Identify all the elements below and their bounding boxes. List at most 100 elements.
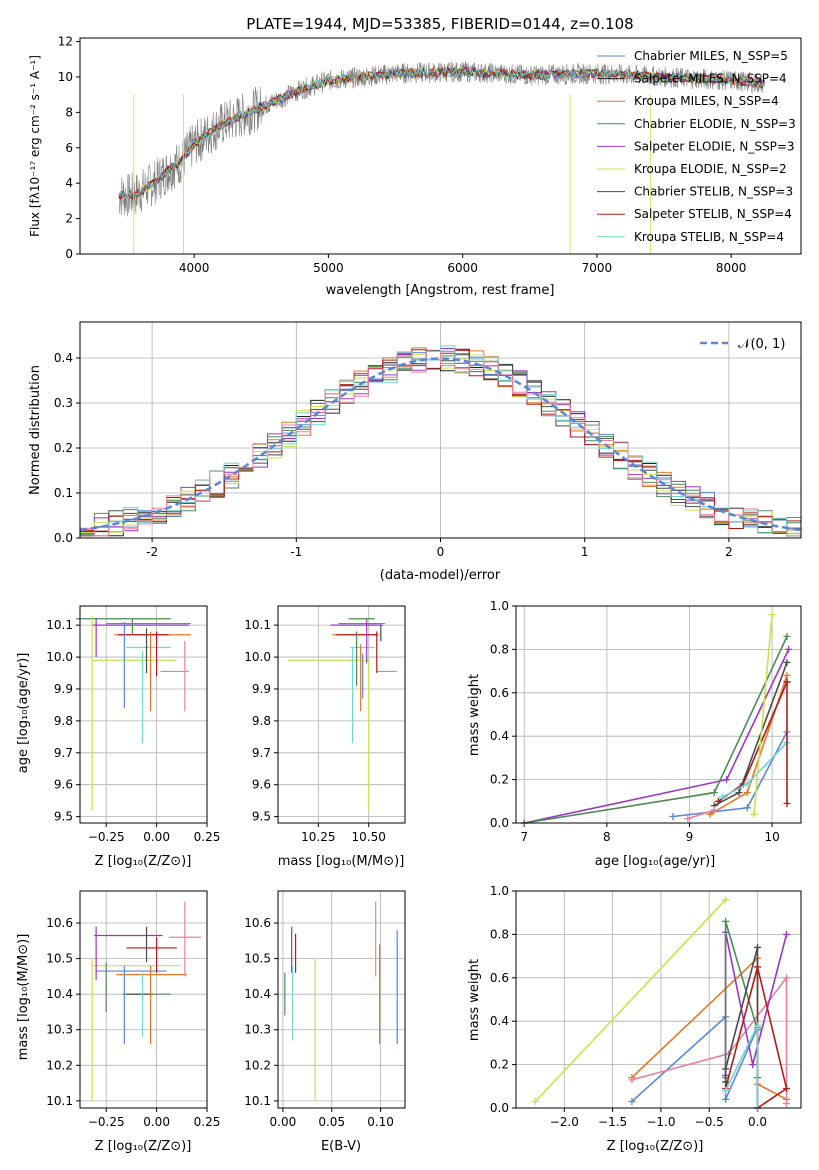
spectrum-legend-label: Kroupa STELIB, N_SSP=4: [634, 230, 784, 244]
wAge-point-marker: [710, 806, 718, 814]
wZ-x-tick-label: −2.0: [550, 1115, 579, 1129]
wAge-y-tick-label: 0.8: [490, 642, 509, 656]
spectrum-plot-area: 4000 5000 6000 7000 8000 0 2 4 6 8 10 12 Chabrier MI…: [58, 35, 796, 275]
weight-vs-age-panel: 7 8 9 10 0.0 0.2 0.4 0.6 0.8 1.0: [490, 599, 802, 844]
spectrum-x-tick-label: 8000: [716, 261, 747, 275]
ageM-axes-frame: [277, 605, 406, 824]
ageM-y-tick-label: 9.6: [252, 778, 271, 792]
spectrum-legend-label: Salpeter MILES, N_SSP=4: [634, 72, 787, 86]
ageZ-y-tick-label: 9.5: [54, 810, 73, 824]
wAge-point-marker: [783, 799, 791, 807]
residuals-y-tick-label: 0.4: [54, 351, 73, 365]
wAge-point-marker: [743, 780, 751, 788]
wZ-x-tick-label: −1.5: [598, 1115, 627, 1129]
ageM-y-tick-label: 9.9: [252, 682, 271, 696]
wZ-y-tick-label: 0.2: [490, 1058, 509, 1072]
wZ-point-marker: [628, 1097, 636, 1105]
wAge-x-tick-label: 9: [686, 830, 694, 844]
wAge-axes-frame: [515, 605, 802, 824]
age-vs-metallicity-panel: −0.25 0.00 0.25 9.5 9.6 9.7 9.8 9.9 10.0 10.1: [46, 605, 220, 844]
wZ-point-marker: [783, 1100, 791, 1108]
wAge-x-tick-label: 8: [603, 830, 611, 844]
residuals-y-tick-label: 0.0: [54, 531, 73, 545]
wZ-point-marker: [754, 1022, 762, 1030]
spectrum-legend-label: Chabrier MILES, N_SSP=5: [634, 49, 788, 63]
wAge-y-tick-label: 0.4: [490, 729, 509, 743]
wZ-xlabel: Z [log₁₀(Z/Z⊙)]: [607, 1139, 704, 1154]
wZ-point-marker: [722, 1065, 730, 1073]
spectrum-y-tick-label: 2: [65, 212, 73, 226]
wAge-y-tick-label: 0.0: [490, 816, 509, 830]
ageZ-y-tick-label: 9.9: [54, 682, 73, 696]
ageM-y-tick-label: 9.7: [252, 746, 271, 760]
massZ-x-tick-label: −0.25: [88, 1115, 125, 1129]
spectrum-legend-label: Kroupa MILES, N_SSP=4: [634, 94, 779, 108]
wZ-point-marker: [722, 896, 730, 904]
ageZ-y-tick-label: 9.7: [54, 746, 73, 760]
ageZ-ylabel: age [log₁₀(age/yr)]: [16, 653, 31, 774]
residual-histogram: [80, 350, 801, 537]
wZ-y-tick-label: 1.0: [490, 884, 509, 898]
ageM-y-tick-label: 9.5: [252, 810, 271, 824]
massZ-y-tick-label: 10.3: [46, 1023, 73, 1037]
massZ-x-tick-label: 0.25: [194, 1115, 221, 1129]
wZ-point-marker: [722, 1095, 730, 1103]
residuals-plot-area: -2 -1 0 1 2 0.0 0.1 0.2 0.3 0.4: [54, 322, 802, 559]
massE-y-tick-label: 10.2: [244, 1058, 271, 1072]
residuals-x-tick-label: 0: [437, 545, 445, 559]
massE-xlabel: E(B-V): [321, 1139, 361, 1154]
spectrum-x-tick-label: 7000: [582, 261, 613, 275]
ageZ-y-tick-label: 10.0: [46, 650, 73, 664]
wZ-point-marker: [628, 1076, 636, 1084]
spectrum-legend-label: Chabrier ELODIE, N_SSP=3: [634, 117, 796, 131]
wZ-point-marker: [722, 917, 730, 925]
residuals-y-tick-label: 0.2: [54, 441, 73, 455]
wAge-point-marker: [723, 776, 731, 784]
wAge-point-marker: [669, 812, 677, 820]
massE-y-tick-label: 10.3: [244, 1023, 271, 1037]
wAge-point-marker: [743, 789, 751, 797]
spectrum-x-tick-label: 4000: [179, 261, 210, 275]
residuals-ylabel: Normed distribution: [28, 365, 43, 495]
massZ-axes-frame: [79, 890, 208, 1109]
massZ-y-tick-label: 10.4: [46, 987, 73, 1001]
wZ-x-tick-label: 0.0: [748, 1115, 767, 1129]
ageM-y-tick-label: 10.0: [244, 650, 271, 664]
wZ-x-tick-label: −1.0: [646, 1115, 675, 1129]
spectrum-model-line: [118, 66, 765, 201]
ageZ-y-tick-label: 9.6: [54, 778, 73, 792]
wZ-series-line: [534, 899, 727, 1103]
wAge-ylabel: mass weight: [467, 674, 482, 756]
massZ-xlabel: Z [log₁₀(Z/Z⊙)]: [95, 1139, 192, 1154]
spectrum-y-tick-label: 6: [65, 141, 73, 155]
wAge-y-tick-label: 0.2: [490, 773, 509, 787]
spectrum-legend-label: Salpeter ELODIE, N_SSP=3: [634, 139, 795, 153]
wZ-y-tick-label: 0.6: [490, 971, 509, 985]
massE-x-tick-label: 0.00: [270, 1115, 297, 1129]
residuals-panel: -2 -1 0 1 2 0.0 0.1 0.2 0.3 0.4 (data-model)/erro…: [28, 321, 802, 583]
spectrum-y-tick-label: 4: [65, 176, 73, 190]
gaussian-legend-label: 𝒩(0, 1): [738, 337, 785, 352]
spectrum-legend-label: Chabrier STELIB, N_SSP=3: [634, 185, 793, 199]
wAge-xlabel: age [log₁₀(age/yr)]: [595, 854, 716, 869]
ageZ-axes-frame: [79, 605, 208, 824]
mass-vs-ebv-panel: 0.00 0.05 0.10 10.1 10.2 10.3 10.4 10.5 10.6: [244, 890, 406, 1129]
wZ-point-marker: [722, 1087, 730, 1095]
massZ-y-tick-label: 10.5: [46, 952, 73, 966]
wZ-ylabel: mass weight: [467, 959, 482, 1041]
massE-y-tick-label: 10.5: [244, 952, 271, 966]
wAge-point-marker: [783, 658, 791, 666]
ageZ-x-tick-label: 0.00: [143, 830, 170, 844]
ageZ-xlabel: Z [log₁₀(Z/Z⊙)]: [95, 854, 192, 869]
ageM-y-tick-label: 10.1: [244, 618, 271, 632]
wAge-point-marker: [783, 671, 791, 679]
spectrum-x-tick-label: 6000: [447, 261, 478, 275]
wAge-point-marker: [783, 678, 791, 686]
spectrum-panel: PLATE=1944, MJD=53385, FIBERID=0144, z=0…: [28, 15, 802, 298]
residuals-xlabel: (data-model)/error: [380, 568, 501, 583]
massE-axes-frame: [277, 890, 406, 1109]
spectrum-ylabel: Flux [fλ10⁻¹⁷ erg cm⁻² s⁻¹ A⁻¹]: [28, 55, 42, 237]
massE-y-tick-label: 10.1: [244, 1094, 271, 1108]
massZ-x-tick-label: 0.00: [143, 1115, 170, 1129]
gaussian-curve: [79, 357, 802, 532]
